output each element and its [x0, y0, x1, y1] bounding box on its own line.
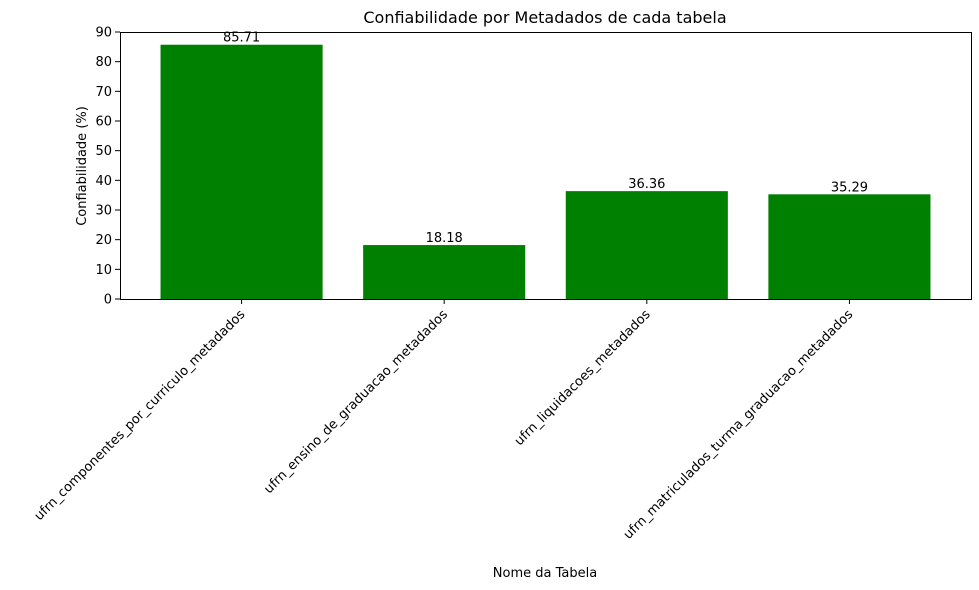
y-tick-label-3: 30: [95, 204, 112, 219]
x-axis-label: Nome da Tabela: [493, 566, 597, 581]
data-labels-group: 85.71 18.18 36.36 35.29: [223, 31, 868, 246]
bar-2: [363, 245, 526, 299]
x-tick-label-3: ufrn_liquidacoes_metadados: [512, 307, 654, 449]
chart-title: Confiabilidade por Metadados de cada tab…: [363, 8, 726, 27]
bar-4: [768, 194, 931, 299]
plot-area-frame: [120, 32, 972, 300]
y-tick-label-0: 0: [104, 293, 112, 308]
data-label-2: 18.18: [426, 231, 463, 246]
x-tick-label-2: ufrn_ensino_de_graduacao_metadados: [261, 307, 451, 497]
y-axis-label: Confiabilidade (%): [75, 106, 90, 226]
y-tick-label-2: 20: [95, 233, 112, 248]
y-tick-label-6: 60: [95, 115, 112, 130]
y-tick-label-7: 70: [95, 85, 112, 100]
y-tick-label-5: 50: [95, 144, 112, 159]
data-label-3: 36.36: [628, 177, 665, 192]
data-label-1: 85.71: [223, 31, 260, 46]
y-tick-label-1: 10: [95, 263, 112, 278]
bars-group: [160, 44, 931, 299]
x-tick-label-1: ufrn_componentes_por_curriculo_metadados: [32, 307, 249, 524]
y-tick-label-9: 90: [95, 26, 112, 41]
y-tick-label-8: 80: [95, 55, 112, 70]
y-axis: 0 10 20 30 40 50 60 70 80 90: [95, 26, 120, 308]
bar-3: [565, 191, 728, 299]
x-axis: ufrn_componentes_por_curriculo_metadados…: [32, 299, 857, 543]
data-label-4: 35.29: [831, 180, 868, 195]
bar-1: [160, 44, 323, 299]
y-tick-label-4: 40: [95, 174, 112, 189]
x-tick-label-4: ufrn_matriculados_turma_graduacao_metada…: [621, 307, 857, 543]
